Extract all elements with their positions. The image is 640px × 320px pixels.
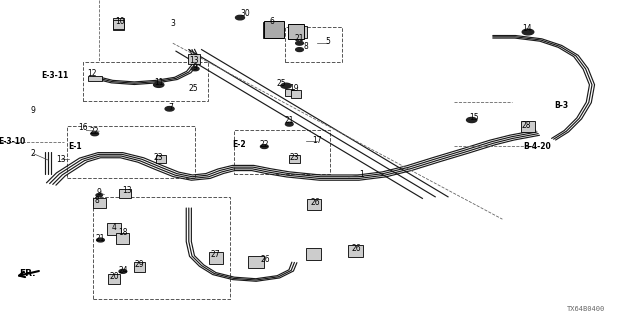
- Text: E-1: E-1: [68, 142, 82, 151]
- Text: 21: 21: [96, 234, 105, 243]
- Text: 13: 13: [122, 186, 132, 195]
- Text: 2: 2: [31, 149, 36, 158]
- Bar: [263, 22, 281, 38]
- Text: 26: 26: [310, 198, 320, 207]
- Bar: [93, 198, 106, 208]
- Text: 13: 13: [56, 155, 66, 164]
- Text: 11: 11: [154, 78, 163, 87]
- Circle shape: [96, 194, 102, 197]
- Circle shape: [119, 269, 127, 273]
- Text: 18: 18: [118, 228, 127, 237]
- Text: 30: 30: [240, 9, 250, 18]
- Bar: [67, 126, 195, 178]
- Text: E-3-10: E-3-10: [0, 137, 25, 146]
- Text: 19: 19: [289, 84, 300, 93]
- Text: 9: 9: [97, 188, 102, 197]
- Bar: [285, 27, 342, 62]
- Bar: [306, 248, 321, 260]
- Bar: [288, 24, 305, 39]
- Bar: [292, 26, 307, 38]
- Bar: [291, 90, 301, 98]
- Text: 24: 24: [118, 266, 129, 275]
- Text: 4: 4: [111, 223, 116, 232]
- Circle shape: [296, 48, 303, 52]
- Bar: [107, 223, 121, 235]
- Circle shape: [467, 117, 477, 123]
- Bar: [234, 130, 330, 174]
- Text: B-4-20: B-4-20: [524, 142, 552, 151]
- Text: 28: 28: [522, 121, 531, 130]
- Circle shape: [191, 67, 199, 71]
- Text: 25: 25: [188, 84, 198, 93]
- Text: 27: 27: [211, 250, 221, 259]
- Text: TX64B0400: TX64B0400: [566, 306, 605, 312]
- Text: 8: 8: [303, 42, 308, 51]
- Text: 22: 22: [90, 127, 99, 136]
- Text: 7: 7: [168, 103, 173, 112]
- Bar: [113, 18, 124, 29]
- Text: 1: 1: [359, 170, 364, 179]
- Text: 3: 3: [170, 19, 175, 28]
- Circle shape: [165, 107, 174, 111]
- Bar: [113, 20, 124, 29]
- Text: 15: 15: [468, 113, 479, 122]
- Bar: [83, 62, 208, 101]
- Circle shape: [91, 132, 99, 136]
- Text: E-3-11: E-3-11: [41, 71, 68, 80]
- Circle shape: [97, 238, 104, 242]
- Circle shape: [285, 122, 293, 126]
- Bar: [348, 245, 363, 257]
- Circle shape: [281, 83, 291, 88]
- Text: 29: 29: [134, 260, 145, 269]
- Text: 8: 8: [95, 196, 100, 205]
- Text: FR.: FR.: [19, 269, 36, 278]
- Bar: [209, 252, 223, 264]
- Text: 12: 12: [87, 69, 96, 78]
- Text: 26: 26: [351, 244, 362, 253]
- Text: 20: 20: [109, 272, 119, 281]
- Text: 22: 22: [260, 140, 269, 149]
- Bar: [248, 256, 264, 268]
- Bar: [119, 189, 131, 198]
- Bar: [289, 155, 300, 163]
- Bar: [188, 54, 200, 64]
- Bar: [108, 274, 120, 284]
- Circle shape: [260, 145, 268, 148]
- Text: 6: 6: [269, 17, 275, 26]
- Bar: [264, 20, 284, 38]
- Text: 17: 17: [312, 136, 322, 145]
- Bar: [93, 197, 230, 299]
- Circle shape: [522, 29, 534, 35]
- Text: 9: 9: [31, 106, 36, 115]
- Text: 23: 23: [289, 153, 300, 162]
- Text: 16: 16: [78, 124, 88, 132]
- Circle shape: [236, 15, 244, 20]
- Bar: [88, 76, 102, 81]
- Bar: [134, 262, 145, 272]
- Text: 25: 25: [276, 79, 287, 88]
- Circle shape: [154, 82, 164, 87]
- Bar: [285, 89, 294, 96]
- Text: 21: 21: [285, 116, 294, 125]
- Text: 13: 13: [189, 56, 199, 65]
- Text: 23: 23: [154, 153, 164, 162]
- Text: 21: 21: [295, 34, 304, 43]
- Text: 9: 9: [193, 63, 198, 72]
- Text: E-2: E-2: [232, 140, 246, 149]
- Bar: [307, 199, 321, 211]
- Text: 10: 10: [115, 17, 125, 26]
- Bar: [156, 155, 166, 163]
- Text: 14: 14: [522, 24, 532, 33]
- Circle shape: [296, 41, 303, 45]
- Text: B-3: B-3: [554, 101, 568, 110]
- Text: 26: 26: [260, 255, 271, 264]
- Bar: [116, 233, 129, 244]
- Bar: [521, 121, 535, 132]
- Text: 5: 5: [325, 37, 330, 46]
